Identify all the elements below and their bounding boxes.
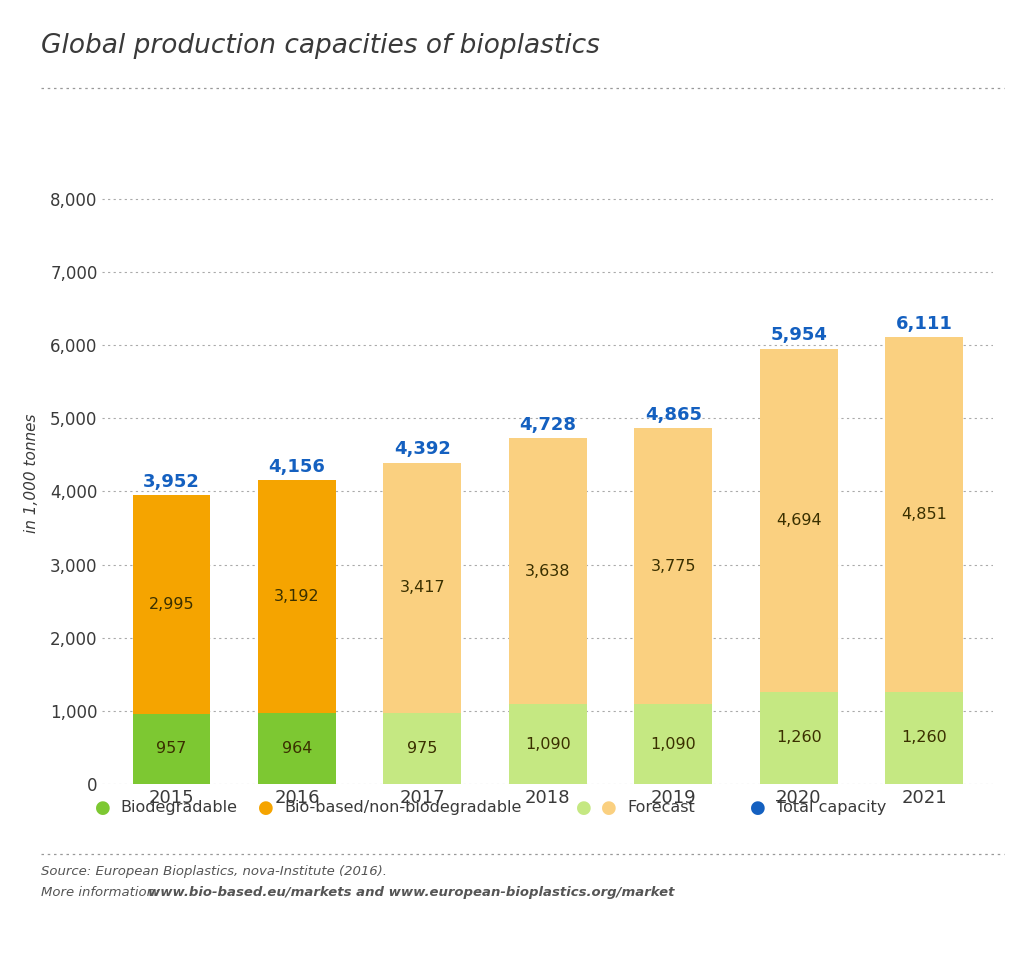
Text: 3,417: 3,417 [399, 580, 445, 596]
Bar [509, 705, 587, 784]
Bar [258, 713, 336, 784]
Text: 4,728: 4,728 [519, 416, 577, 434]
Text: 4,694: 4,694 [776, 512, 821, 528]
Text: 2,995: 2,995 [148, 597, 195, 612]
Text: ●: ● [258, 799, 274, 816]
Text: 6,111: 6,111 [896, 315, 952, 333]
Text: 4,392: 4,392 [394, 441, 451, 459]
Text: 1,090: 1,090 [650, 736, 696, 751]
Text: 4,865: 4,865 [645, 406, 701, 424]
Bar [635, 705, 713, 784]
Bar [760, 349, 838, 692]
Y-axis label: in 1,000 tonnes: in 1,000 tonnes [24, 414, 39, 533]
Text: 3,638: 3,638 [525, 564, 570, 578]
Bar [132, 495, 210, 714]
Text: Global production capacities of bioplastics: Global production capacities of bioplast… [41, 33, 600, 59]
Text: ●: ● [601, 799, 617, 816]
Text: Source: European Bioplastics, nova-Institute (2016).: Source: European Bioplastics, nova-Insti… [41, 865, 387, 879]
Text: 3,952: 3,952 [143, 472, 200, 490]
Text: 975: 975 [408, 741, 437, 756]
Text: ●: ● [575, 799, 592, 816]
Text: Forecast: Forecast [628, 800, 695, 815]
Text: 3,775: 3,775 [650, 558, 696, 574]
Text: ●: ● [750, 799, 766, 816]
Text: 957: 957 [157, 742, 186, 756]
Bar [509, 438, 587, 705]
Text: Biodegradable: Biodegradable [121, 800, 238, 815]
Bar [886, 692, 964, 784]
Bar [635, 428, 713, 705]
Text: ●: ● [94, 799, 111, 816]
Text: 1,260: 1,260 [901, 730, 947, 746]
Text: www.bio-based.eu/markets and www.european-bioplastics.org/market: www.bio-based.eu/markets and www.europea… [148, 886, 675, 900]
Bar [886, 337, 964, 692]
Bar [760, 692, 838, 784]
Text: Total capacity: Total capacity [776, 800, 887, 815]
Text: 3,192: 3,192 [274, 589, 319, 604]
Text: 1,260: 1,260 [776, 730, 821, 746]
Bar [383, 463, 461, 712]
Bar [132, 714, 210, 784]
Text: 4,156: 4,156 [268, 458, 326, 476]
Text: 5,954: 5,954 [770, 326, 827, 344]
Text: 4,851: 4,851 [901, 507, 947, 522]
Bar [383, 712, 461, 784]
Text: More information:: More information: [41, 886, 164, 900]
Text: 1,090: 1,090 [525, 736, 570, 751]
Text: Bio-based/non-biodegradable: Bio-based/non-biodegradable [285, 800, 522, 815]
Bar [258, 480, 336, 713]
Text: 964: 964 [282, 741, 312, 756]
